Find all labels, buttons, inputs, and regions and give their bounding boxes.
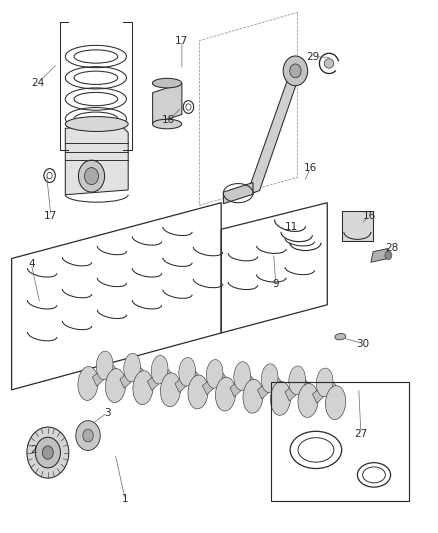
Polygon shape bbox=[175, 368, 198, 392]
Ellipse shape bbox=[65, 117, 128, 132]
Text: 27: 27 bbox=[354, 429, 367, 439]
Polygon shape bbox=[258, 375, 281, 399]
Polygon shape bbox=[230, 373, 254, 397]
Ellipse shape bbox=[234, 362, 251, 390]
Circle shape bbox=[42, 446, 53, 459]
Ellipse shape bbox=[261, 364, 278, 392]
Ellipse shape bbox=[316, 368, 333, 397]
Text: 3: 3 bbox=[104, 408, 111, 418]
Text: 11: 11 bbox=[284, 222, 298, 232]
Text: 18: 18 bbox=[162, 115, 175, 125]
Text: 30: 30 bbox=[357, 338, 370, 349]
Ellipse shape bbox=[152, 119, 182, 129]
Text: 16: 16 bbox=[363, 211, 376, 221]
Polygon shape bbox=[152, 83, 182, 124]
Polygon shape bbox=[120, 365, 144, 388]
Ellipse shape bbox=[160, 373, 180, 407]
Bar bbox=[271, 382, 410, 502]
Text: 4: 4 bbox=[28, 259, 35, 269]
Polygon shape bbox=[65, 124, 128, 195]
Ellipse shape bbox=[206, 360, 223, 388]
Circle shape bbox=[283, 56, 307, 86]
Polygon shape bbox=[202, 370, 226, 394]
Text: 17: 17 bbox=[175, 36, 188, 45]
Polygon shape bbox=[229, 70, 300, 198]
Ellipse shape bbox=[298, 384, 318, 417]
Ellipse shape bbox=[335, 334, 346, 340]
Ellipse shape bbox=[124, 353, 141, 382]
Polygon shape bbox=[223, 182, 253, 204]
Ellipse shape bbox=[179, 358, 195, 386]
Ellipse shape bbox=[188, 375, 208, 409]
Ellipse shape bbox=[243, 379, 263, 413]
Ellipse shape bbox=[271, 382, 291, 415]
Polygon shape bbox=[92, 362, 116, 386]
Polygon shape bbox=[148, 367, 171, 390]
Circle shape bbox=[35, 437, 60, 468]
Text: 9: 9 bbox=[272, 279, 279, 288]
Polygon shape bbox=[285, 377, 308, 401]
Text: 29: 29 bbox=[306, 52, 319, 61]
Text: 17: 17 bbox=[44, 211, 57, 221]
Ellipse shape bbox=[152, 78, 182, 88]
Circle shape bbox=[85, 167, 99, 184]
Circle shape bbox=[385, 251, 392, 260]
Circle shape bbox=[290, 64, 301, 78]
Polygon shape bbox=[342, 211, 373, 241]
Ellipse shape bbox=[325, 386, 346, 419]
Ellipse shape bbox=[324, 59, 334, 68]
Circle shape bbox=[27, 427, 69, 478]
Text: 24: 24 bbox=[31, 78, 44, 88]
Ellipse shape bbox=[78, 367, 98, 400]
Text: 1: 1 bbox=[122, 494, 128, 504]
Ellipse shape bbox=[96, 351, 113, 379]
Ellipse shape bbox=[133, 371, 153, 405]
Ellipse shape bbox=[215, 377, 236, 411]
Ellipse shape bbox=[106, 369, 126, 402]
Polygon shape bbox=[371, 248, 389, 262]
Ellipse shape bbox=[289, 366, 305, 394]
Text: 16: 16 bbox=[304, 163, 317, 173]
Circle shape bbox=[76, 421, 100, 450]
Text: 28: 28 bbox=[385, 243, 398, 253]
Ellipse shape bbox=[151, 356, 168, 384]
Text: 2: 2 bbox=[30, 445, 37, 455]
Polygon shape bbox=[312, 379, 336, 403]
Circle shape bbox=[83, 429, 93, 442]
Circle shape bbox=[78, 160, 105, 192]
